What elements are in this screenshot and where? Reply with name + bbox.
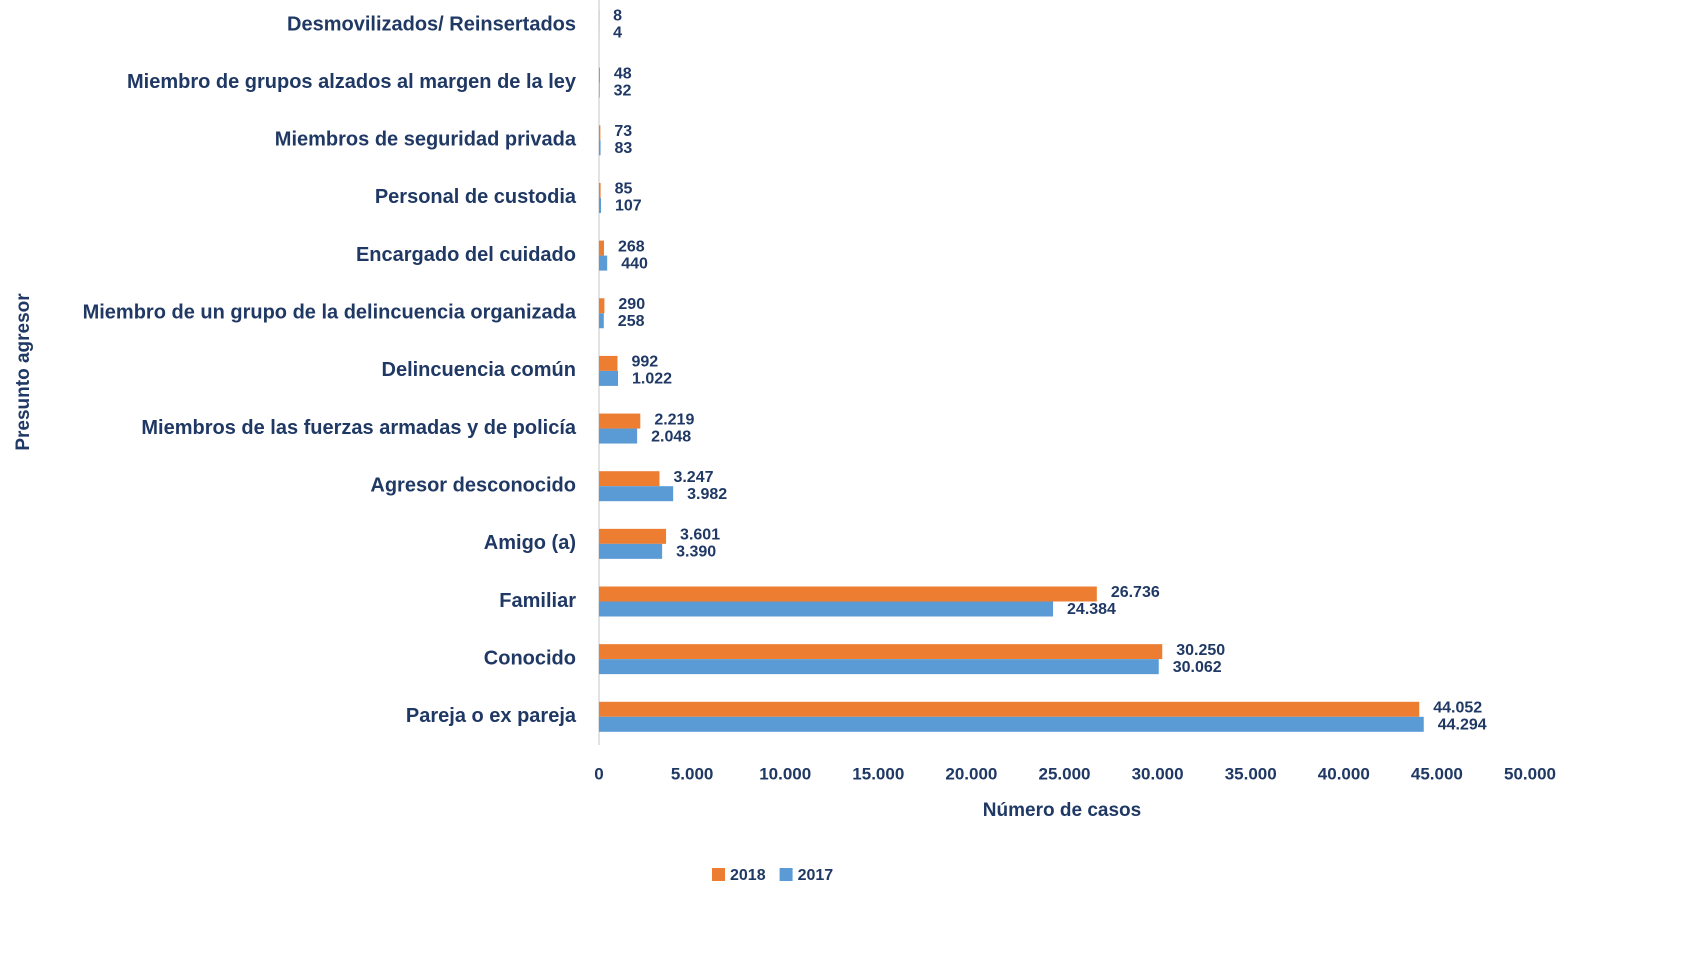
value-label: 85 — [615, 181, 633, 198]
bar — [599, 197, 601, 213]
y-tick-label: Pareja o ex pareja — [406, 705, 577, 727]
value-label: 3.601 — [680, 527, 720, 544]
bar — [599, 659, 1159, 675]
value-label: 290 — [618, 296, 645, 313]
bar — [599, 313, 604, 329]
value-label: 8 — [613, 8, 622, 25]
x-tick-label: 5.000 — [671, 764, 714, 783]
x-tick-label: 15.000 — [852, 764, 904, 783]
x-tick-label: 20.000 — [945, 764, 997, 783]
value-label: 2.219 — [654, 411, 694, 428]
bar — [599, 543, 663, 559]
y-tick-label: Miembros de las fuerzas armadas y de pol… — [141, 417, 576, 439]
legend-label: 2018 — [730, 867, 766, 884]
bar — [599, 471, 660, 487]
value-label: 30.062 — [1173, 659, 1222, 676]
x-tick-label: 25.000 — [1039, 764, 1091, 783]
legend-label: 2017 — [798, 867, 834, 884]
value-label: 44.294 — [1438, 717, 1487, 734]
bar — [599, 182, 601, 198]
value-label: 26.736 — [1111, 584, 1160, 601]
x-tick-label: 30.000 — [1132, 764, 1184, 783]
value-label: 83 — [615, 140, 633, 157]
y-tick-label: Amigo (a) — [484, 532, 576, 554]
value-label: 107 — [615, 198, 642, 215]
bar — [599, 701, 1420, 717]
bar — [599, 240, 604, 256]
value-label: 73 — [614, 123, 632, 140]
bar — [599, 528, 667, 544]
bar — [599, 140, 601, 156]
value-label: 2.048 — [651, 428, 691, 445]
bar — [599, 486, 674, 502]
x-tick-label: 50.000 — [1504, 764, 1556, 783]
value-label: 268 — [618, 238, 645, 255]
bar — [599, 428, 638, 444]
value-label: 48 — [614, 65, 632, 82]
y-tick-label: Personal de custodia — [375, 186, 577, 208]
bar — [599, 125, 601, 141]
x-tick-label: 40.000 — [1318, 764, 1370, 783]
y-tick-label: Agresor desconocido — [370, 474, 576, 496]
bar — [599, 82, 600, 98]
value-label: 3.982 — [687, 486, 727, 503]
value-label: 4 — [613, 25, 622, 42]
y-tick-label: Encargado del cuidado — [356, 244, 576, 266]
value-label: 1.022 — [632, 371, 672, 388]
bar — [599, 586, 1097, 602]
value-label: 992 — [631, 354, 658, 371]
x-tick-label: 10.000 — [759, 764, 811, 783]
x-axis-label: Número de casos — [983, 800, 1141, 821]
x-tick-label: 0 — [594, 764, 603, 783]
value-label: 3.390 — [676, 544, 716, 561]
y-tick-label: Desmovilizados/ Reinsertados — [287, 13, 576, 35]
y-tick-label: Miembro de grupos alzados al margen de l… — [127, 71, 577, 93]
value-label: 440 — [621, 255, 648, 272]
value-label: 3.247 — [673, 469, 713, 486]
value-label: 44.052 — [1433, 700, 1482, 717]
y-tick-label: Delincuencia común — [382, 359, 577, 381]
bar — [599, 298, 605, 314]
value-label: 258 — [618, 313, 645, 330]
bar — [599, 413, 641, 429]
legend-swatch — [712, 868, 725, 881]
bar — [599, 601, 1054, 617]
bar — [599, 370, 619, 386]
y-tick-label: Conocido — [484, 647, 576, 669]
y-tick-label: Miembro de un grupo de la delincuencia o… — [83, 302, 577, 324]
value-label: 30.250 — [1176, 642, 1225, 659]
x-tick-label: 45.000 — [1411, 764, 1463, 783]
y-tick-label: Familiar — [499, 590, 576, 612]
x-tick-label: 35.000 — [1225, 764, 1277, 783]
value-label: 32 — [614, 82, 632, 99]
bar — [599, 716, 1424, 732]
legend-swatch — [779, 868, 793, 881]
bar — [599, 355, 618, 371]
bar — [599, 67, 600, 83]
bar — [599, 644, 1163, 660]
bar — [599, 255, 608, 271]
value-label: 24.384 — [1067, 601, 1116, 618]
y-tick-label: Miembros de seguridad privada — [275, 129, 577, 151]
y-axis-label: Presunto agresor — [13, 293, 34, 451]
